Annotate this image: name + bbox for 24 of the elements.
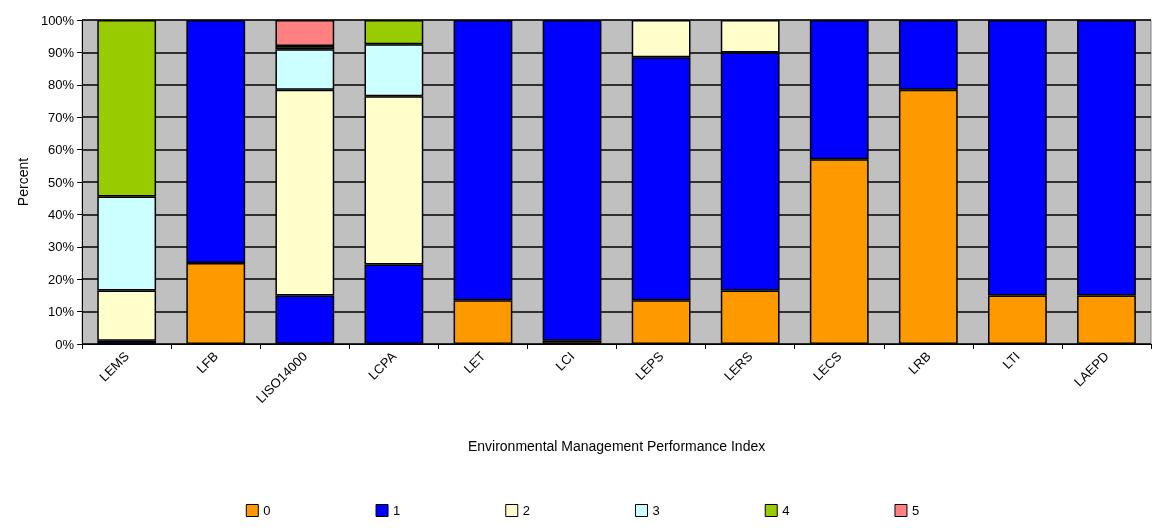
- y-tick-label: 60%: [48, 142, 75, 158]
- x-tick-label: LTI: [999, 348, 1023, 372]
- y-tick-label: 40%: [48, 206, 75, 222]
- legend-label: 4: [782, 503, 790, 518]
- x-tick-label: LFB: [193, 348, 222, 377]
- legend-label: 3: [652, 503, 660, 518]
- y-tick-label: 100%: [40, 12, 75, 28]
- x-tick-label: LET: [460, 348, 489, 377]
- x-axis-title: Environmental Management Performance Index: [467, 438, 766, 454]
- y-tick-label: 0%: [55, 336, 75, 352]
- x-tick-label: LRB: [905, 348, 934, 378]
- y-tick-label: 30%: [48, 239, 75, 255]
- y-tick-label: 10%: [48, 304, 75, 320]
- y-axis-title: Percent: [15, 157, 31, 207]
- y-tick-label: 80%: [48, 77, 75, 93]
- legend-label: 0: [263, 503, 271, 518]
- legend-label: 5: [911, 503, 920, 518]
- legend-label: 1: [393, 503, 401, 518]
- x-tick-label: LCI: [552, 348, 578, 374]
- y-tick-label: 90%: [48, 44, 75, 60]
- y-tick-label: 50%: [48, 174, 75, 190]
- legend-label: 2: [522, 503, 530, 518]
- y-tick-label: 20%: [48, 271, 75, 287]
- y-tick-label: 70%: [48, 109, 75, 125]
